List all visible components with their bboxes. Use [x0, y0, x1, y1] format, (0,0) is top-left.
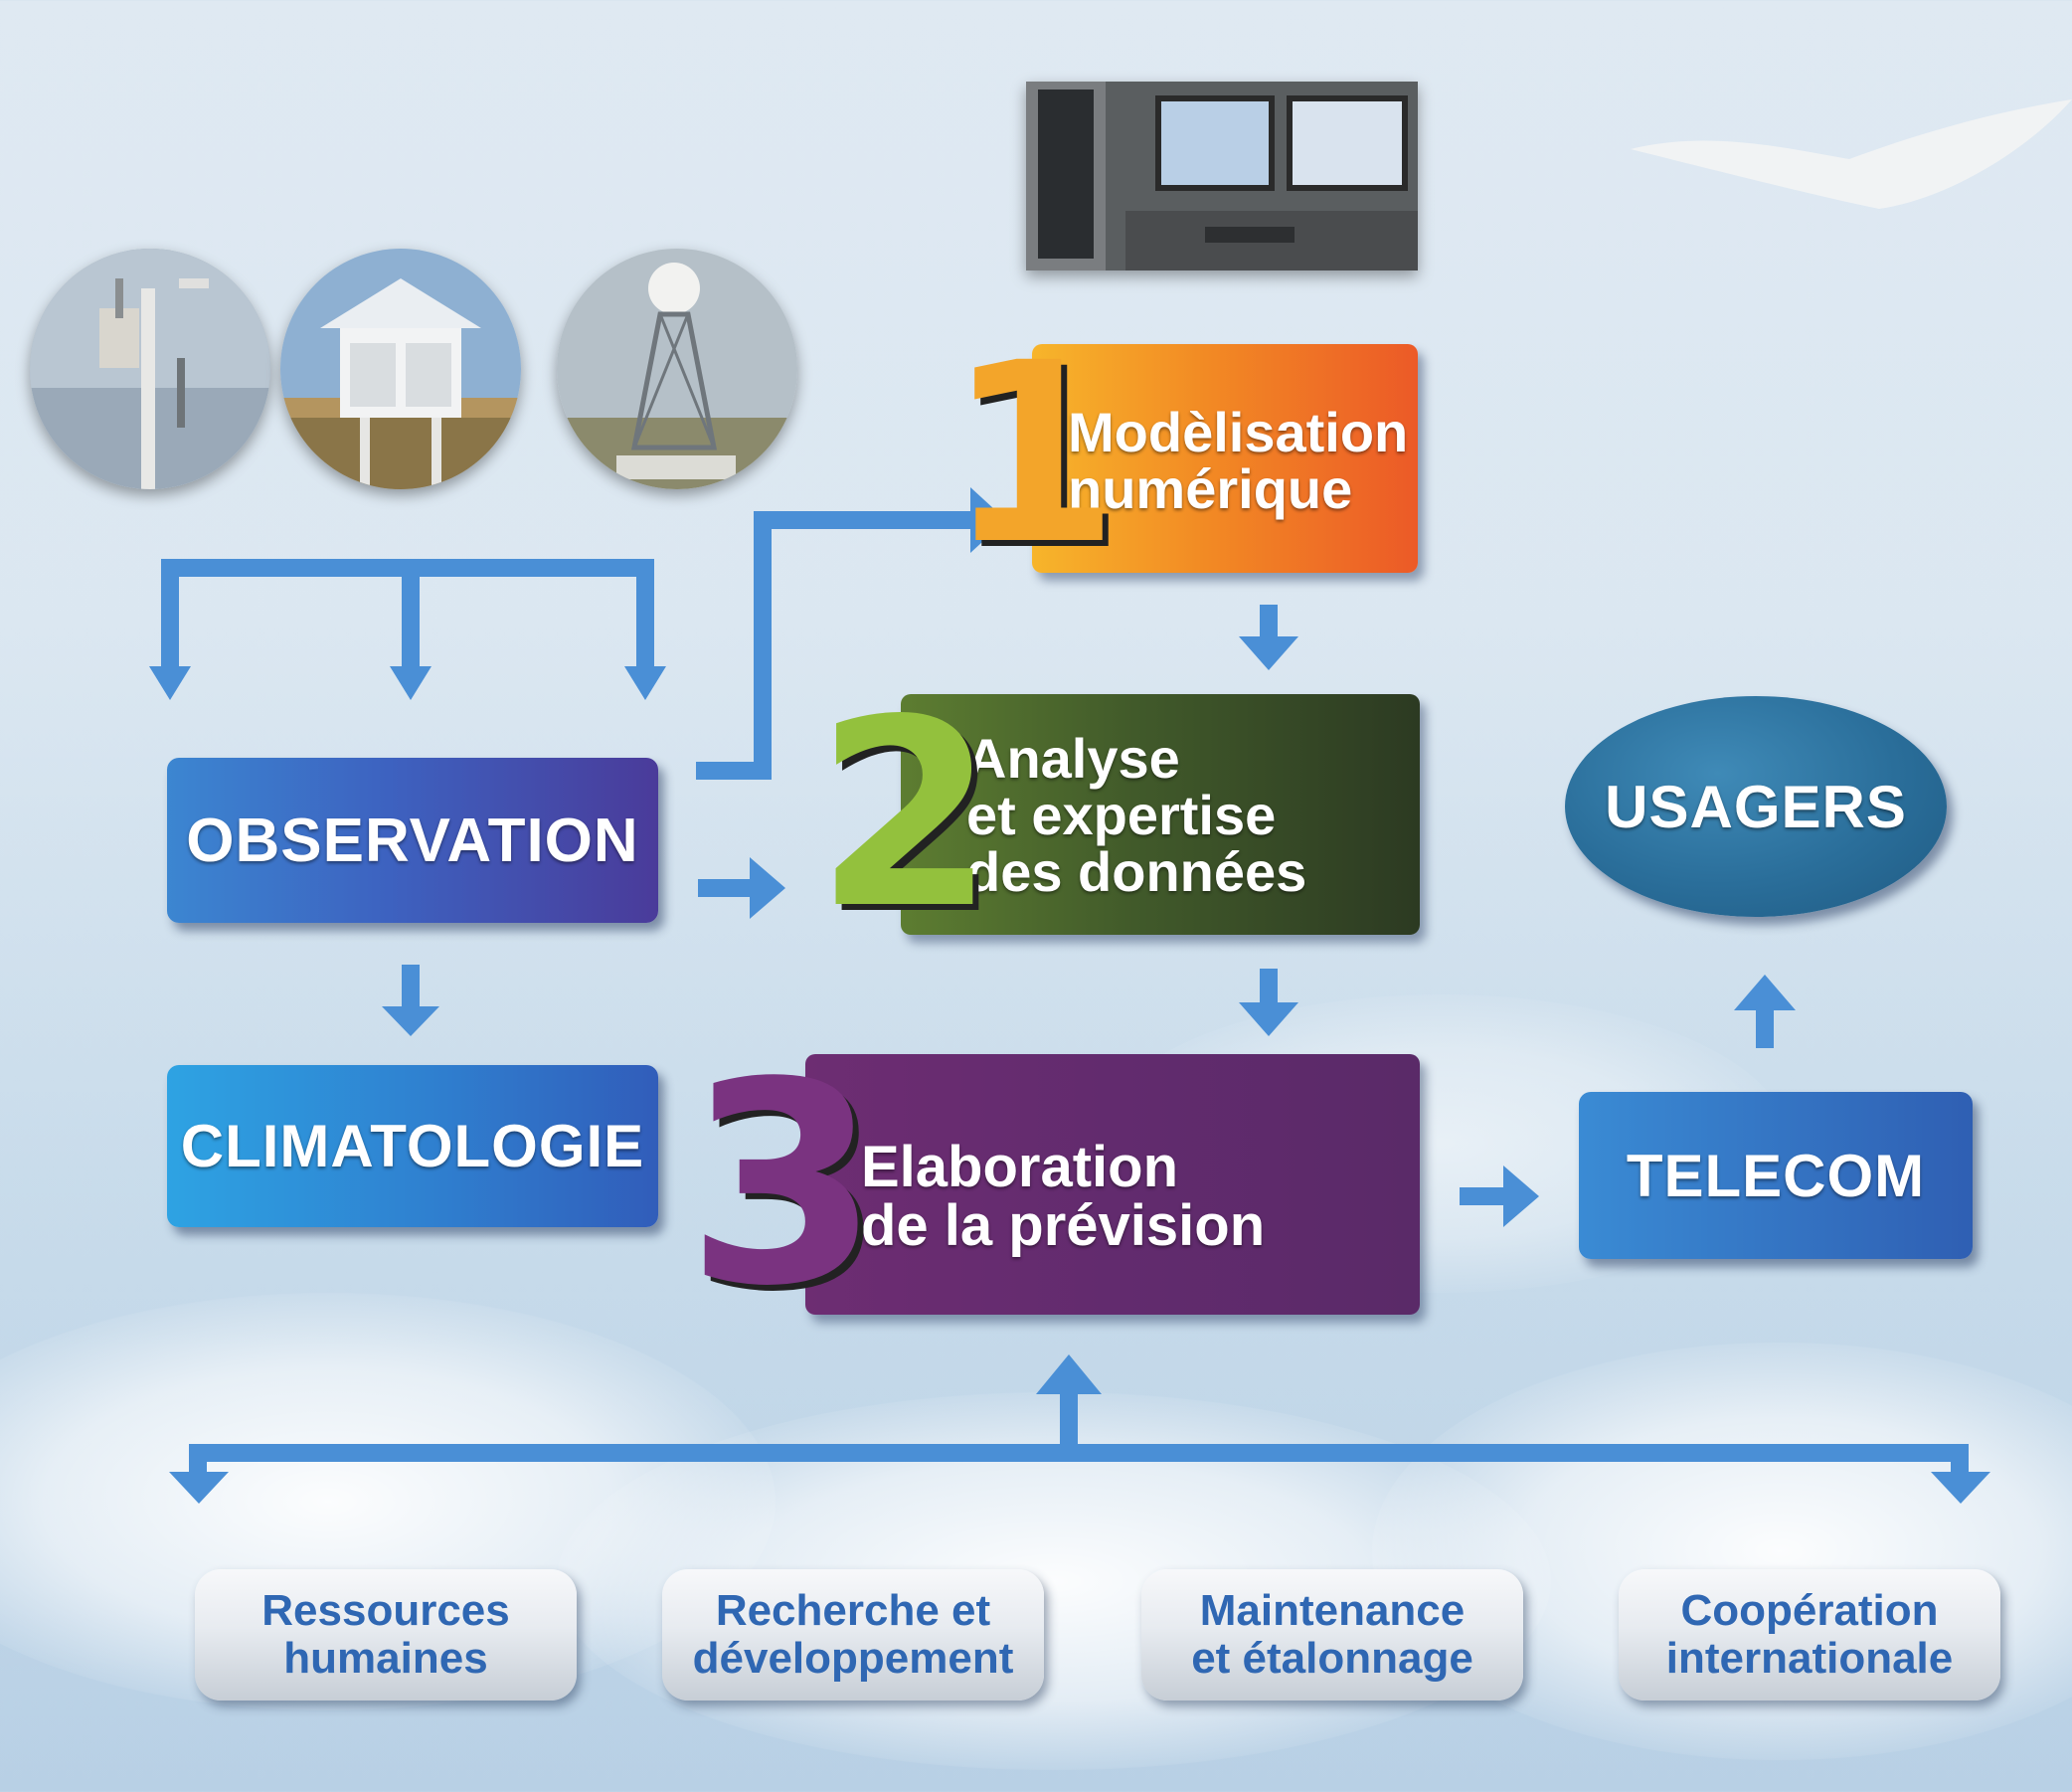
step1-line1: Modèlisation	[1068, 401, 1409, 463]
support-bar	[189, 1444, 1969, 1462]
connector-obs-clim	[402, 965, 420, 1008]
bracket-leg-left	[161, 559, 179, 668]
bird-decoration	[1631, 99, 2072, 209]
arrow-right-model	[970, 487, 1006, 553]
arrow-down-support-left	[169, 1472, 229, 1504]
observation-label: OBSERVATION	[186, 806, 639, 875]
arrow-down-step2	[1239, 636, 1298, 670]
bracket-leg-right	[636, 559, 654, 668]
photo-forecast-workstation	[1026, 82, 1418, 270]
step1-line2: numérique	[1068, 457, 1353, 521]
arrow-down-step3	[1239, 1002, 1298, 1036]
connector-obs-model-v	[754, 511, 772, 780]
support-pill-line1: Maintenance	[1199, 1585, 1466, 1635]
arrow-up-step3	[1036, 1354, 1102, 1394]
step2-number: 2	[815, 665, 995, 966]
support-pill-line1: Ressources	[261, 1585, 510, 1635]
arrow-up-usagers	[1734, 975, 1796, 1010]
support-pill-ressources: Ressources humaines	[195, 1569, 577, 1701]
bracket-leg-mid	[402, 559, 420, 668]
support-pill-line1: Recherche et	[715, 1585, 991, 1635]
support-pill-line2: et étalonnage	[1191, 1634, 1473, 1683]
arrow-right-analyse	[750, 857, 785, 919]
support-leg-right	[1951, 1444, 1969, 1474]
arrow-right-telecom	[1503, 1165, 1539, 1227]
usagers-ellipse: USAGERS	[1565, 696, 1947, 917]
step3-line2: de la prévision	[861, 1193, 1266, 1259]
connector-step2-step3	[1260, 969, 1278, 1004]
support-pill-line2: internationale	[1665, 1634, 1954, 1683]
telecom-box: TELECOM	[1579, 1092, 1973, 1259]
support-pill-line2: développement	[692, 1634, 1014, 1683]
arrow-down-left	[149, 666, 191, 700]
support-stem	[1060, 1392, 1078, 1452]
connector-telecom-usagers	[1756, 1008, 1774, 1048]
step1-number: 1	[947, 309, 1120, 599]
support-pill-cooperation: Coopération internationale	[1619, 1569, 2000, 1701]
step1-modelisation-box: Modèlisation numérique	[1032, 344, 1418, 573]
connector-obs-model-h2	[754, 511, 972, 529]
step3-number: 3	[686, 1023, 880, 1347]
support-pill-maintenance: Maintenance et étalonnage	[1141, 1569, 1523, 1701]
step3-line1: Elaboration	[861, 1135, 1179, 1199]
observation-box: OBSERVATION	[167, 758, 658, 923]
step2-line2: et expertise	[966, 784, 1277, 847]
usagers-label: USAGERS	[1605, 773, 1907, 840]
step3-elaboration-box: Elaboration de la prévision	[805, 1054, 1420, 1315]
step2-line3: des données	[966, 840, 1307, 904]
photo-instrument-shelter	[280, 249, 521, 489]
arrow-down-right	[624, 666, 666, 700]
step2-line1: Analyse	[966, 727, 1180, 790]
telecom-label: TELECOM	[1626, 1142, 1926, 1209]
connector-step1-step2	[1260, 605, 1278, 638]
support-leg-left	[189, 1444, 207, 1474]
arrow-down-support-right	[1931, 1472, 1990, 1504]
connector-obs-model-h1	[696, 762, 772, 780]
photo-weather-mast	[30, 249, 270, 489]
support-pill-recherche: Recherche et développement	[662, 1569, 1044, 1701]
connector-obs-analyse	[698, 879, 752, 897]
support-pill-line1: Coopération	[1680, 1585, 1939, 1635]
connector-step3-telecom	[1460, 1187, 1505, 1205]
climatologie-box: CLIMATOLOGIE	[167, 1065, 658, 1227]
climatologie-label: CLIMATOLOGIE	[180, 1113, 645, 1179]
photo-radar-tower	[557, 249, 797, 489]
step2-analyse-box: Analyse et expertise des données	[901, 694, 1420, 935]
support-pill-line2: humaines	[283, 1634, 488, 1683]
arrow-down-mid	[390, 666, 432, 700]
arrow-down-clim	[382, 1006, 439, 1036]
